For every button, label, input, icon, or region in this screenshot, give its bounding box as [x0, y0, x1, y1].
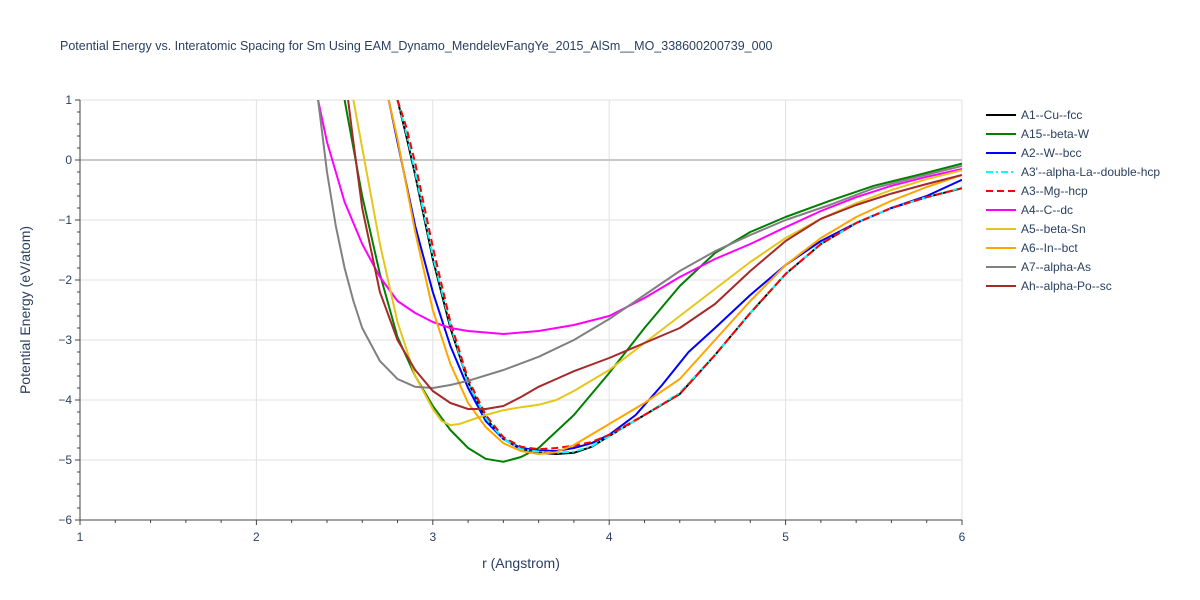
series-line-6: [317, 100, 962, 335]
y-tick-label: −1: [58, 213, 72, 227]
legend-label: A7--alpha-As: [1021, 260, 1091, 274]
y-tick-label: −2: [58, 273, 72, 287]
legend-label: A15--beta-W: [1021, 127, 1090, 141]
legend-label: A4--C--dc: [1021, 203, 1073, 217]
x-tick-label: 3: [429, 530, 436, 544]
x-tick-label: 5: [782, 530, 789, 544]
y-tick-label: −5: [58, 453, 72, 467]
chart-title: Potential Energy vs. Interatomic Spacing…: [60, 39, 773, 53]
y-axis-title: Potential Energy (eV/atom): [17, 226, 33, 394]
legend-label: A3--Mg--hcp: [1021, 184, 1088, 198]
tick-labels: 1 2 3 4 5 6 −6 −5 −4 −3 −2 −1 0 1: [58, 93, 965, 544]
series-line-3: [387, 100, 962, 452]
series-line-10: [347, 100, 962, 410]
y-tick-label: 0: [65, 153, 72, 167]
series-line-8: [387, 100, 962, 455]
axes: [75, 99, 963, 525]
grid: [80, 99, 963, 520]
plot-area: [317, 100, 962, 463]
legend-label: A1--Cu--fcc: [1021, 108, 1082, 122]
legend: A1--Cu--fcc A15--beta-W A2--W--bcc A3'--alp…: [986, 108, 1160, 293]
series-line-5: [396, 100, 962, 451]
x-tick-label: 1: [77, 530, 84, 544]
legend-label: A5--beta-Sn: [1021, 222, 1086, 236]
y-tick-label: 1: [65, 93, 72, 107]
legend-label: Ah--alpha-Po--sc: [1021, 279, 1112, 293]
y-tick-label: −4: [58, 393, 72, 407]
legend-label: A6--In--bct: [1021, 241, 1078, 255]
y-tick-label: −3: [58, 333, 72, 347]
x-tick-label: 4: [606, 530, 613, 544]
legend-label: A2--W--bcc: [1021, 146, 1081, 160]
y-tick-label: −6: [58, 513, 72, 527]
x-axis-title: r (Angstrom): [482, 555, 560, 571]
series-line-9: [317, 100, 962, 389]
x-tick-label: 2: [253, 530, 260, 544]
x-tick-label: 6: [959, 530, 966, 544]
legend-label: A3'--alpha-La--double-hcp: [1021, 165, 1160, 179]
